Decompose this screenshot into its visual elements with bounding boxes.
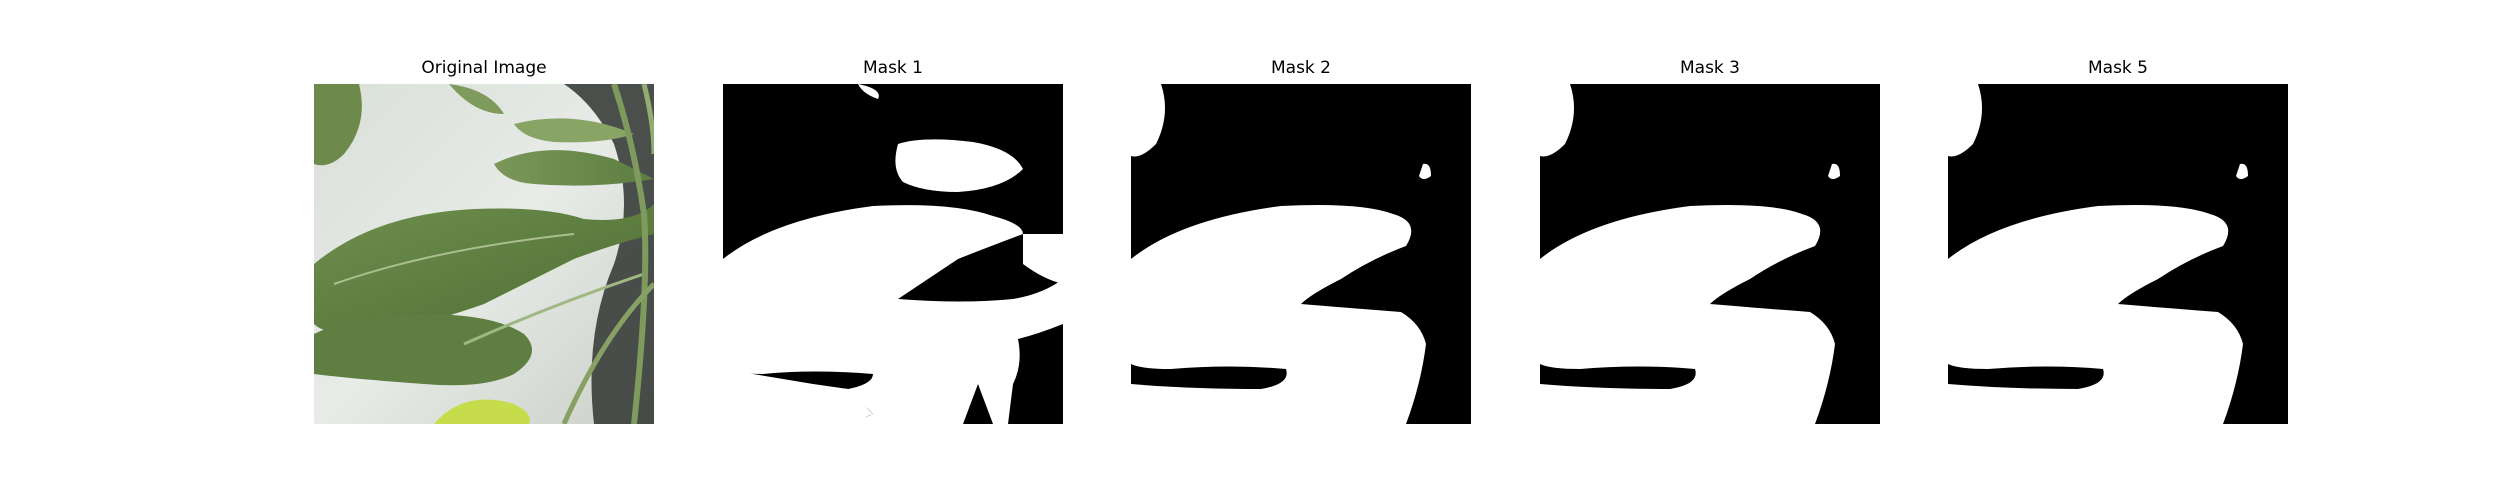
panel-mask-2: Mask 2 xyxy=(1131,0,1471,500)
panel-mask-3: Mask 3 xyxy=(1540,0,1880,500)
panel-title: Mask 3 xyxy=(1679,58,1740,78)
panel-mask-1: Mask 1 xyxy=(723,0,1063,500)
mask-5-image xyxy=(1948,84,2288,424)
panel-mask-5: Mask 5 xyxy=(1948,0,2288,500)
panel-title: Original Image xyxy=(421,58,547,78)
panel-original-image: Original Image xyxy=(314,0,654,500)
mask-2-image xyxy=(1131,84,1471,424)
panel-title: Mask 5 xyxy=(2087,58,2148,78)
panel-title: Mask 2 xyxy=(1270,58,1331,78)
mask-3-image xyxy=(1540,84,1880,424)
mask-1-image xyxy=(723,84,1063,424)
original-image xyxy=(314,84,654,424)
panel-title: Mask 1 xyxy=(862,58,923,78)
